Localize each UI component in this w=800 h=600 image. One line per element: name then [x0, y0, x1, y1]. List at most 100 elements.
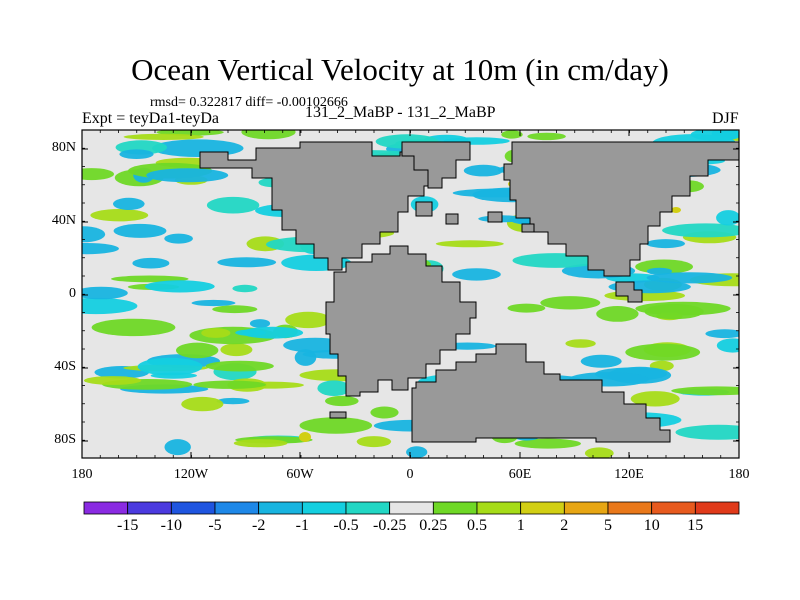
field-blob — [540, 296, 601, 310]
land-australia — [615, 281, 643, 303]
colorbar-swatch — [170, 501, 216, 515]
field-blob — [671, 386, 739, 396]
x-tick-label: 120E — [614, 467, 644, 482]
colorbar-swatch — [607, 501, 653, 515]
colorbar-label: -5 — [208, 517, 222, 534]
x-tick-label: 180 — [728, 467, 750, 482]
y-tick-label: 0 — [69, 286, 76, 301]
field-blob — [181, 396, 224, 412]
colorbar-swatch — [389, 501, 434, 515]
field-blob — [646, 267, 673, 275]
field-blob — [435, 240, 504, 248]
field-blob — [317, 380, 351, 397]
field-blob — [150, 372, 197, 379]
colorbar-swatch — [258, 501, 303, 515]
field-blob — [217, 257, 277, 268]
field-blob — [90, 209, 149, 222]
season-label: DJF — [712, 110, 739, 127]
colorbar-label: -0.25 — [373, 517, 407, 534]
field-blob — [249, 319, 271, 328]
land-eurasia — [503, 141, 739, 277]
field-blob — [91, 318, 176, 337]
field-blob — [514, 438, 581, 449]
field-blob — [512, 253, 599, 268]
x-tick-label: 180 — [71, 467, 93, 482]
colorbar-swatch — [563, 501, 609, 515]
x-tick-label: 0 — [406, 467, 414, 482]
field-blob — [144, 280, 215, 293]
field-blob — [463, 164, 503, 177]
field-blob — [123, 133, 204, 140]
colorbar-swatch — [432, 501, 478, 515]
colorbar — [83, 501, 740, 515]
colorbar-swatch — [214, 501, 260, 515]
x-tick-label: 120W — [173, 467, 209, 482]
field-blob — [82, 297, 138, 315]
field-blob — [113, 197, 145, 210]
colorbar-swatch — [476, 501, 522, 515]
field-blob — [82, 168, 114, 181]
field-blob — [662, 223, 739, 238]
field-blob — [216, 397, 250, 405]
field-blob — [580, 354, 622, 368]
field-blob — [527, 132, 566, 141]
y-tick-label: 40S — [54, 359, 76, 374]
stats-text: rmsd= 0.322817 diff= -0.00102666 — [150, 95, 348, 110]
field-blob — [146, 168, 229, 183]
land-south-america — [325, 245, 477, 397]
subtitle-label: 131_2_MaBP - 131_2_MaBP — [305, 104, 496, 121]
field-blob — [716, 338, 739, 353]
colorbar-label: 2 — [560, 517, 569, 534]
y-tick-label: 80N — [51, 140, 76, 155]
land-masses — [199, 141, 739, 443]
field-blob — [206, 196, 260, 214]
field-blob — [294, 349, 317, 366]
field-blob — [356, 436, 392, 448]
y-tick-label: 80S — [54, 432, 76, 447]
field-blob — [201, 328, 231, 338]
field-blob — [584, 447, 614, 458]
field-blob — [625, 343, 701, 361]
x-tick-label: 60W — [286, 467, 314, 482]
field-blob — [82, 226, 106, 243]
field-blob — [82, 286, 128, 300]
field-blob — [235, 329, 266, 336]
colorbar-label: 5 — [604, 517, 612, 534]
field-blob — [370, 406, 399, 419]
field-blob — [596, 306, 639, 322]
colorbar-label: -10 — [160, 517, 182, 534]
field-blob — [716, 210, 739, 226]
field-blob — [325, 395, 359, 407]
field-blob — [675, 424, 739, 440]
field-blob — [644, 304, 704, 320]
field-blob — [137, 357, 203, 376]
colorbar-label: -0.5 — [333, 517, 359, 534]
field-blob — [299, 417, 373, 434]
colorbar-swatch — [694, 501, 740, 515]
colorbar-label: 10 — [643, 517, 660, 534]
colorbar-label: 1 — [516, 517, 525, 534]
colorbar-label: -15 — [117, 517, 139, 534]
field-blob — [452, 268, 501, 281]
colorbar-swatch — [301, 501, 347, 515]
field-blob — [646, 239, 685, 249]
field-blob — [705, 329, 739, 339]
field-blob — [565, 339, 596, 348]
colorbar-label: -1 — [295, 517, 309, 534]
land-africa — [411, 343, 671, 443]
colorbar-label: 0.25 — [419, 517, 448, 534]
colorbar-swatch — [520, 501, 565, 515]
field-blob — [630, 391, 680, 407]
field-blob — [176, 342, 219, 359]
field-blob — [164, 439, 191, 456]
field-blob — [83, 376, 142, 385]
colorbar-label: 0.5 — [467, 517, 487, 534]
land-greenland — [401, 141, 471, 189]
field-blob — [119, 149, 154, 159]
field-blob — [232, 284, 258, 293]
field-blob — [220, 343, 253, 357]
field-blob — [241, 326, 304, 339]
field-blob — [205, 360, 274, 372]
experiment-label: Expt = teyDa1-teyDa — [82, 110, 219, 127]
